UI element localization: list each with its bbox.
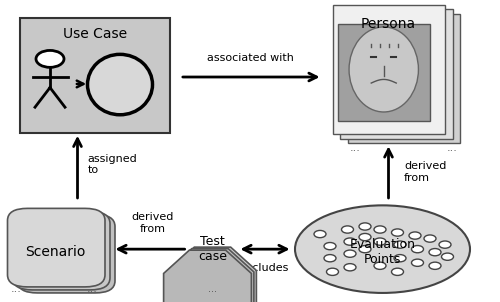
Circle shape <box>324 255 336 262</box>
Circle shape <box>409 232 421 239</box>
Text: includes: includes <box>242 263 288 273</box>
Circle shape <box>359 233 371 241</box>
Text: ...: ... <box>350 143 361 153</box>
Circle shape <box>392 268 404 275</box>
Circle shape <box>324 243 336 250</box>
Text: Use Case: Use Case <box>63 27 127 41</box>
Ellipse shape <box>349 27 418 112</box>
Circle shape <box>374 226 386 233</box>
Text: ...: ... <box>208 284 217 294</box>
Circle shape <box>359 223 371 230</box>
FancyBboxPatch shape <box>8 208 105 287</box>
FancyBboxPatch shape <box>338 24 430 121</box>
Circle shape <box>429 249 441 256</box>
Text: associated with: associated with <box>206 53 294 63</box>
Polygon shape <box>164 250 252 302</box>
Text: derived
from: derived from <box>404 161 446 183</box>
Circle shape <box>314 230 326 238</box>
Circle shape <box>412 246 424 253</box>
Text: ...: ... <box>446 143 458 153</box>
Circle shape <box>424 235 436 242</box>
FancyBboxPatch shape <box>18 214 115 293</box>
Text: ...: ... <box>11 284 22 294</box>
Circle shape <box>392 229 404 236</box>
Text: Test
case: Test case <box>198 235 227 263</box>
Text: derived
from: derived from <box>132 212 173 234</box>
Circle shape <box>344 238 356 245</box>
Polygon shape <box>168 247 256 302</box>
Circle shape <box>394 241 406 248</box>
Circle shape <box>344 250 356 257</box>
Polygon shape <box>166 249 254 302</box>
Ellipse shape <box>88 54 152 115</box>
Circle shape <box>359 246 371 253</box>
Text: Scenario: Scenario <box>25 245 85 259</box>
Circle shape <box>36 50 64 67</box>
Text: Evaluation
Points: Evaluation Points <box>350 238 416 266</box>
FancyBboxPatch shape <box>20 18 170 133</box>
Circle shape <box>439 241 451 248</box>
FancyBboxPatch shape <box>340 9 452 139</box>
Circle shape <box>344 264 356 271</box>
Circle shape <box>326 268 338 275</box>
Text: ...: ... <box>86 284 98 294</box>
Text: Persona: Persona <box>361 17 416 31</box>
Circle shape <box>374 262 386 269</box>
Text: assigned
to: assigned to <box>88 154 137 175</box>
Circle shape <box>374 238 386 245</box>
Circle shape <box>442 253 454 260</box>
FancyBboxPatch shape <box>332 5 445 134</box>
Circle shape <box>429 262 441 269</box>
FancyBboxPatch shape <box>348 14 460 143</box>
FancyBboxPatch shape <box>12 211 110 290</box>
Ellipse shape <box>295 205 470 293</box>
Circle shape <box>342 226 353 233</box>
Circle shape <box>394 255 406 262</box>
Circle shape <box>412 259 424 266</box>
